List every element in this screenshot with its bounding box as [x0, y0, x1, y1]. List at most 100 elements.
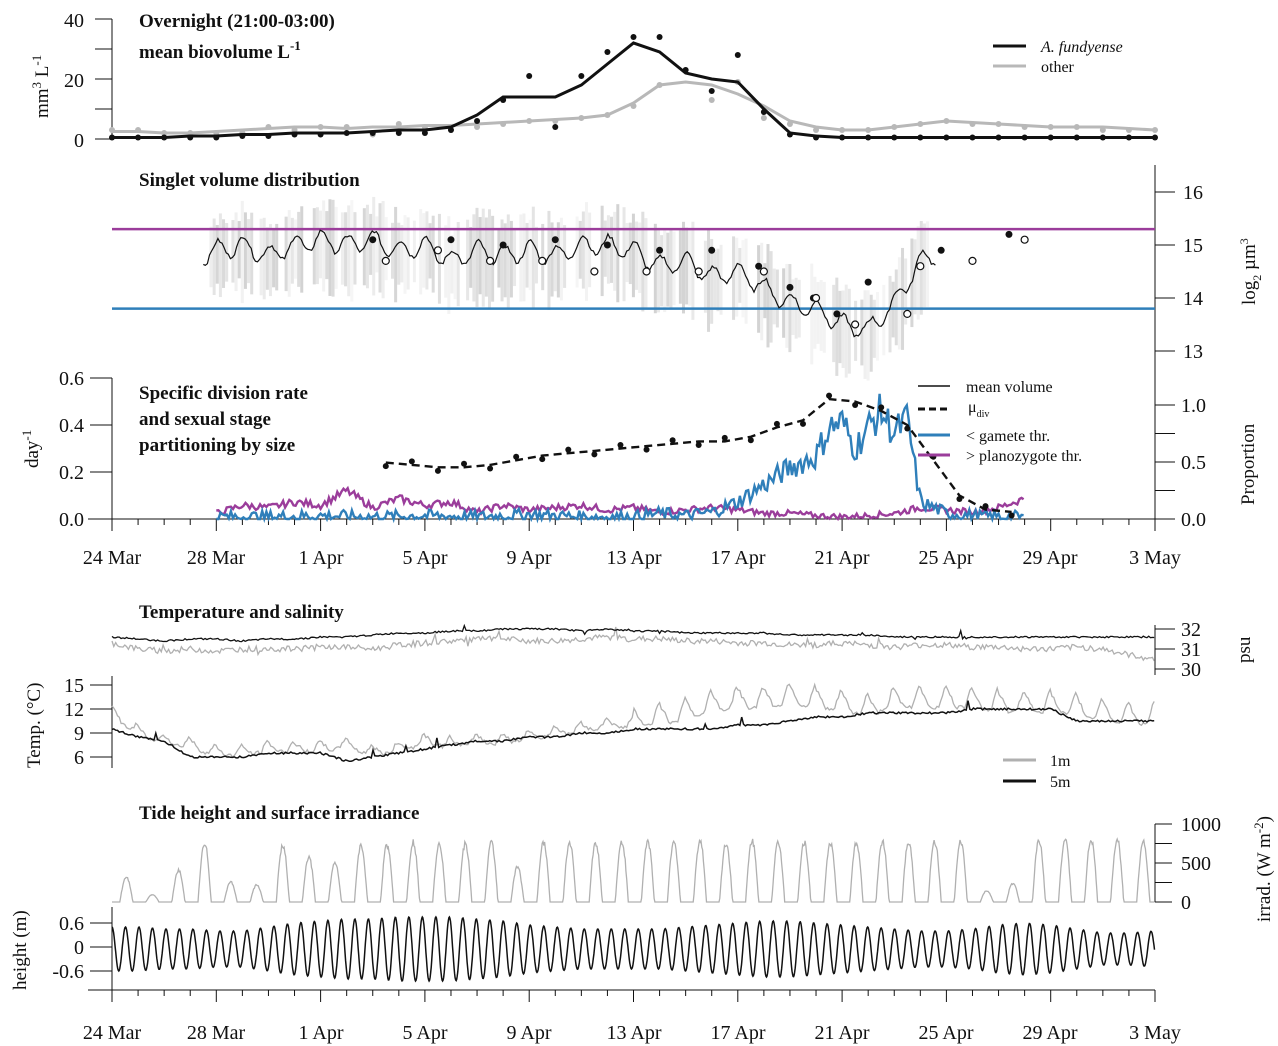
p2-trough-2 [485, 256, 495, 265]
p3-mu-div-point-8 [591, 451, 598, 458]
p5-xtick-5: 13 Apr [607, 1022, 662, 1044]
p1-series-0-point-24 [734, 52, 741, 58]
p5-xtick-1: 28 Mar [187, 1022, 246, 1044]
p2-heatmap-cell [791, 279, 795, 335]
p2-heatmap-cell [425, 211, 429, 290]
p1-series-0-point-15 [500, 97, 507, 103]
p1-series-1-point-30 [891, 124, 898, 130]
p2-mean-volume-line [203, 229, 936, 338]
p3-mu-div-point-3 [461, 460, 468, 467]
p3-xtick-4: 9 Apr [507, 547, 552, 569]
p1-series-0-point-23 [708, 88, 715, 94]
p2-heatmap-cell [766, 244, 770, 348]
p3-mu-div-point-23 [982, 503, 989, 510]
p3-mu-div-point-24 [1008, 512, 1015, 519]
p1-series-1-point-27 [813, 127, 820, 133]
p2-peak-11 [864, 278, 872, 286]
p2-heatmap-cell [875, 291, 879, 361]
p2-heatmap-cell [888, 275, 892, 353]
p2-heatmap-cell [916, 226, 920, 320]
p3-xtick-3: 5 Apr [403, 547, 448, 569]
p1-series-0-point-30 [891, 134, 898, 141]
p2-peak-7 [755, 262, 763, 270]
panel-division-rate [88, 377, 1175, 531]
p1-series-0-point-29 [865, 134, 872, 141]
p2-heatmap-cell [268, 224, 272, 297]
p2-heatmap-cell [866, 290, 870, 381]
p4-legend-label-1: 5m [1050, 774, 1071, 791]
p2-heatmap-cell [688, 229, 692, 306]
p2-heatmap-cell [772, 268, 776, 325]
p1-series-0-point-26 [786, 131, 793, 138]
p2-heatmap-cell [553, 227, 557, 292]
p2-heatmap-cell [872, 299, 876, 358]
p1-series-0-point-21 [656, 34, 663, 40]
p2-heatmap-cell [506, 214, 510, 308]
p2-heatmap-cell [250, 212, 254, 295]
p3-legend-label-2: < gamete thr. [966, 428, 1050, 445]
p1-series-1-point-26 [786, 121, 793, 127]
p4-ytick-2: 12 [64, 699, 84, 721]
p2-heatmap-cell [635, 221, 639, 290]
p2-trough-0 [381, 256, 390, 265]
p1-series-1-point-16 [526, 118, 533, 124]
p2-heatmap-cell [588, 212, 592, 288]
p4-ytick-right-2: 32 [1181, 619, 1201, 641]
p2-heatmap-cell [763, 263, 767, 319]
p2-heatmap-cell [869, 294, 873, 372]
p1-series-0-point-13 [447, 127, 454, 133]
p2-heatmap-cell [531, 206, 535, 309]
panel-tide-irradiance [88, 823, 1172, 1002]
p1-series-1-point-8 [317, 124, 324, 130]
p2-heatmap-cell [860, 299, 864, 366]
p2-heatmap-cell [325, 211, 329, 280]
panel-biovolume [95, 18, 1158, 141]
p1-series-1-point-2 [161, 130, 168, 136]
p2-heatmap-cell [638, 222, 642, 294]
p2-heatmap-cell [622, 207, 626, 302]
p2-heatmap-cell [741, 240, 745, 318]
p3-ylabel-right: Proportion [1238, 423, 1259, 505]
p2-heatmap-cell [854, 300, 858, 361]
p2-heatmap-cell [922, 223, 926, 308]
p2-heatmap-cell [863, 290, 867, 379]
p2-heatmap-cell [419, 209, 423, 295]
p3-mu-div-point-1 [408, 458, 415, 465]
p2-heatmap-cell [547, 210, 551, 311]
p2-heatmap-cell [287, 210, 291, 297]
p1-series-0-point-27 [813, 134, 820, 141]
p1-series-1-point-40 [1152, 127, 1158, 133]
p2-heatmap-cell [240, 200, 244, 304]
p1-subtitle: mean biovolume L-1 [139, 38, 301, 63]
p3-title-1: Specific division rate [139, 383, 308, 404]
p1-ylabel: mm3 L-1 [29, 55, 53, 118]
p1-series-0-point-38 [1099, 134, 1106, 141]
p2-heatmap-cell [534, 226, 538, 284]
p2-heatmap-cell [215, 224, 219, 284]
p1-series-0-point-1 [135, 134, 142, 141]
p2-heatmap-cell [528, 219, 532, 291]
p2-heatmap-cell [641, 211, 645, 312]
p2-ytick-0: 13 [1183, 341, 1203, 363]
p2-heatmap-cell [744, 238, 748, 324]
p2-trough-3 [538, 256, 547, 265]
p2-heatmap-cell [322, 200, 326, 292]
p2-heatmap-cell [294, 219, 298, 279]
p3-xtick-6: 17 Apr [711, 547, 766, 569]
p2-trough-13 [1020, 235, 1029, 244]
p5-title: Tide height and surface irradiance [139, 803, 419, 824]
p5-xtick-labels: 24 Mar 28 Mar 1 Apr 5 Apr 9 Apr 13 Apr 1… [83, 1022, 1181, 1044]
p4-ytick-right-1: 31 [1181, 639, 1201, 661]
p2-heatmap-cell [412, 220, 416, 283]
p2-heatmap-cell [578, 220, 582, 279]
p2-heatmap-cell [660, 235, 664, 307]
p5-ytick-right-2: 1000 [1181, 814, 1221, 836]
p2-heatmap-cell [453, 229, 457, 300]
p1-series-0-point-17 [552, 124, 559, 130]
p1-series-1-point-11 [395, 121, 402, 127]
p4-ylabel: Temp. (°C) [24, 683, 45, 768]
p1-ytick-1: 20 [64, 70, 84, 92]
p2-heatmap-cell [732, 236, 736, 320]
p2-heatmap-cell [716, 248, 720, 312]
p2-heatmap-cell [375, 216, 379, 273]
